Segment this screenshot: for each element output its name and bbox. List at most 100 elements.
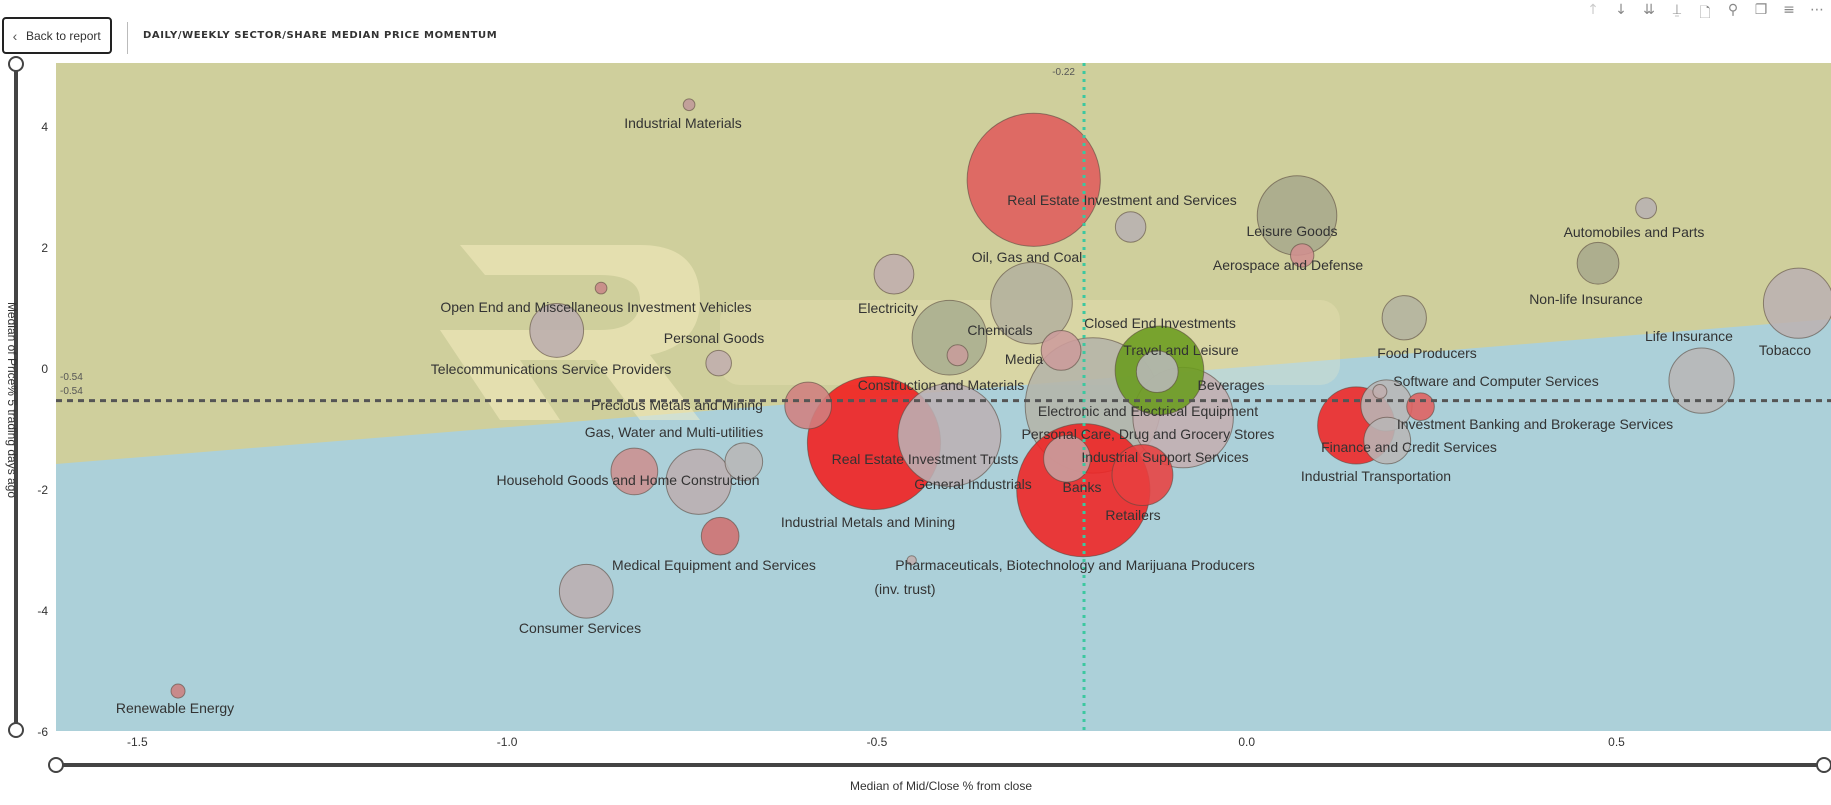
bubble-label: Construction and Materials: [858, 377, 1025, 393]
bubble-point[interactable]: [1635, 197, 1658, 220]
bubble-label: Personal Care, Drug and Grocery Stores: [1022, 426, 1275, 442]
y-slider-bottom-handle[interactable]: [8, 722, 24, 738]
bubble-point[interactable]: [558, 563, 614, 619]
bubble-label: Real Estate Investment and Services: [1007, 192, 1237, 208]
hline-label: -0.54: [60, 386, 83, 397]
visual-toolbar: ↑ ↓ ⇊ ⍊ 🗋 ⚲ ❐ ≡ ⋯: [1585, 2, 1825, 26]
bubble-label: Gas, Water and Multi-utilities: [585, 424, 763, 440]
y-tick-label: 0: [41, 362, 48, 376]
bubble-point[interactable]: [529, 303, 585, 358]
bubble-point[interactable]: [1381, 295, 1427, 341]
back-to-report-button[interactable]: ‹ Back to report: [2, 17, 112, 54]
x-slider-left-handle[interactable]: [48, 757, 64, 773]
bubble-point[interactable]: [724, 442, 764, 482]
bubble-label: Media: [1005, 351, 1043, 367]
bubble-point[interactable]: [1040, 330, 1082, 371]
bubble-point[interactable]: [705, 349, 732, 377]
bubble-point[interactable]: [1576, 241, 1620, 285]
bubble-label: Finance and Credit Services: [1321, 439, 1497, 455]
bubble-point[interactable]: [1762, 267, 1831, 339]
x-tick-label: -0.5: [867, 735, 888, 749]
hline-label: -0.54: [60, 372, 83, 383]
bubble-point[interactable]: [784, 381, 833, 430]
bubble-label: Pharmaceuticals, Biotechnology and Marij…: [895, 557, 1255, 573]
bubble-point[interactable]: [873, 253, 915, 295]
bubble-label: Aerospace and Defense: [1213, 257, 1363, 273]
back-to-report-label: Back to report: [26, 28, 101, 43]
drill-down-icon[interactable]: ↓: [1615, 2, 1627, 18]
bubble-label: Closed End Investments: [1084, 315, 1236, 331]
x-tick-label: 0.0: [1238, 735, 1255, 749]
bubble-label: Household Goods and Home Construction: [496, 472, 759, 488]
bubble-point[interactable]: [594, 281, 608, 295]
bubble-point[interactable]: [966, 112, 1101, 247]
y-tick-label: -6: [37, 725, 48, 739]
bubble-label: Precious Metals and Mining: [591, 397, 763, 413]
bubble-point[interactable]: [665, 448, 732, 515]
bubble-point[interactable]: [700, 516, 740, 556]
bubble-point[interactable]: [1668, 347, 1735, 414]
y-slider-top-handle[interactable]: [8, 56, 24, 72]
y-axis-title: Median of Price% 5 trading days ago: [5, 302, 19, 498]
bubble-point[interactable]: [990, 261, 1073, 345]
bubble-point[interactable]: [946, 344, 969, 367]
bubble-point[interactable]: [1114, 211, 1147, 243]
header-divider: [127, 22, 128, 54]
export-icon[interactable]: 🗋: [1699, 5, 1711, 21]
bubble-label: Retailers: [1105, 507, 1160, 523]
x-tick-label: -1.0: [497, 735, 518, 749]
bubble-label: General Industrials: [914, 476, 1032, 492]
bubble-point[interactable]: [1043, 434, 1091, 483]
y-tick-label: 2: [41, 241, 48, 255]
bubble-point[interactable]: [1290, 243, 1315, 268]
bubble-label: Food Producers: [1377, 345, 1477, 361]
bubble-label: Industrial Materials: [624, 115, 742, 131]
bubble-label: Travel and Leisure: [1123, 342, 1239, 358]
bubble-label: Oil, Gas and Coal: [972, 249, 1083, 265]
go-to-next-level-icon[interactable]: ⇊: [1643, 2, 1655, 18]
bubble-label: Consumer Services: [519, 620, 641, 636]
bubble-label: Industrial Metals and Mining: [781, 514, 955, 530]
bubble-point[interactable]: [610, 447, 659, 496]
copy-visual-icon[interactable]: ❐: [1754, 2, 1768, 18]
filter-icon[interactable]: ≡: [1783, 2, 1795, 18]
bubble-label: Investment Banking and Brokerage Service…: [1397, 416, 1673, 432]
drill-up-icon[interactable]: ↑: [1587, 2, 1599, 18]
bubble-label: Industrial Transportation: [1301, 468, 1451, 484]
bubble-point[interactable]: [1372, 384, 1388, 400]
bubble-label: Medical Equipment and Services: [612, 557, 816, 573]
page-title: DAILY/WEEKLY SECTOR/SHARE MEDIAN PRICE M…: [143, 30, 498, 41]
bubble-label: Industrial Support Services: [1081, 449, 1248, 465]
bubble-label: (inv. trust): [874, 581, 935, 597]
y-tick-label: -4: [37, 604, 48, 618]
bubble-label: Electronic and Electrical Equipment: [1038, 403, 1258, 419]
bubble-label: Electricity: [858, 300, 918, 316]
bubble-label: Real Estate Investment Trusts: [832, 451, 1019, 467]
bubble-label: Software and Computer Services: [1393, 373, 1598, 389]
x-slider-right-handle[interactable]: [1816, 757, 1831, 773]
x-tick-label: -1.5: [127, 735, 148, 749]
bubble-point[interactable]: [1256, 175, 1338, 256]
bubble-label: Open End and Miscellaneous Investment Ve…: [440, 299, 751, 315]
bubble-point[interactable]: [1111, 444, 1174, 507]
y-tick-label: -2: [37, 483, 48, 497]
bubble-label: Tobacco: [1759, 342, 1811, 358]
bubble-point[interactable]: [1363, 416, 1412, 465]
bubble-label: Automobiles and Parts: [1564, 224, 1705, 240]
bubble-point[interactable]: [906, 555, 917, 566]
pin-icon[interactable]: ⚲: [1727, 2, 1739, 18]
bubble-label: Beverages: [1198, 377, 1265, 393]
bubble-label: Renewable Energy: [116, 700, 234, 716]
bubble-point[interactable]: [897, 383, 1002, 488]
y-tick-label: 4: [41, 120, 48, 134]
bubble-point[interactable]: [1135, 350, 1179, 393]
x-tick-label: 0.5: [1608, 735, 1625, 749]
bubble-point[interactable]: [682, 98, 696, 112]
more-options-icon[interactable]: ⋯: [1810, 2, 1824, 18]
chevron-left-icon: ‹: [12, 27, 18, 44]
bubble-label: Non-life Insurance: [1529, 291, 1643, 307]
bubble-label: Banks: [1063, 479, 1102, 495]
expand-hierarchy-icon[interactable]: ⍊: [1672, 2, 1682, 18]
bubble-point[interactable]: [170, 683, 186, 699]
